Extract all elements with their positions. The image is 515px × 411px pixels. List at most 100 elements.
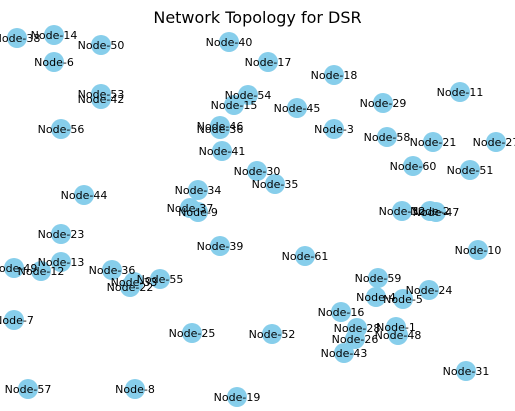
node-marker — [265, 174, 285, 194]
node-marker — [238, 85, 258, 105]
node-marker — [393, 289, 413, 309]
node-marker — [4, 258, 24, 278]
node-marker — [324, 119, 344, 139]
node-marker — [51, 252, 71, 272]
node-marker — [7, 28, 27, 48]
node-label: Node-7 — [0, 314, 34, 327]
node-marker — [219, 32, 239, 52]
node-label: Node-3 — [314, 123, 354, 136]
node-label: Node-30 — [234, 165, 281, 178]
node-label: Node-45 — [274, 102, 321, 115]
node-marker — [366, 287, 386, 307]
node-marker — [460, 160, 480, 180]
node-label: Node-17 — [245, 56, 292, 69]
chart-title: Network Topology for DSR — [153, 8, 362, 27]
node-label: Node-10 — [455, 244, 502, 257]
node-label: Node-46 — [197, 120, 244, 133]
node-marker — [486, 132, 506, 152]
node-label: Node-49 — [0, 262, 37, 275]
node-label: Node-28 — [334, 322, 381, 335]
node-label: Node-40 — [206, 36, 253, 49]
node-marker — [468, 240, 488, 260]
node-marker — [51, 119, 71, 139]
node-marker — [373, 93, 393, 113]
node-marker — [227, 387, 247, 407]
node-marker — [224, 95, 244, 115]
node-label: Node-38 — [0, 32, 40, 45]
node-marker — [345, 329, 365, 349]
node-marker — [258, 52, 278, 72]
node-label: Node-8 — [115, 383, 155, 396]
node-marker — [403, 156, 423, 176]
node-marker — [210, 119, 230, 139]
node-label: Node-26 — [332, 333, 379, 346]
node-marker — [210, 236, 230, 256]
node-label: Node-59 — [355, 272, 402, 285]
node-marker — [125, 379, 145, 399]
node-marker — [51, 224, 71, 244]
node-label: Node-42 — [78, 93, 125, 106]
node-label: Node-16 — [318, 306, 365, 319]
node-marker — [368, 268, 388, 288]
node-marker — [450, 82, 470, 102]
node-label: Node-21 — [410, 136, 457, 149]
node-marker — [324, 65, 344, 85]
node-marker — [182, 323, 202, 343]
node-label: Node-61 — [282, 250, 329, 263]
node-label: Node-47 — [413, 206, 460, 219]
node-label: Node-58 — [364, 131, 411, 144]
node-marker — [150, 269, 170, 289]
node-marker — [74, 185, 94, 205]
node-marker — [31, 261, 51, 281]
node-label: Node-18 — [311, 69, 358, 82]
node-label: Node-31 — [443, 365, 490, 378]
node-marker — [287, 98, 307, 118]
node-label: Node-55 — [137, 273, 184, 286]
node-label: Node-27 — [473, 136, 515, 149]
node-marker — [262, 324, 282, 344]
node-marker — [44, 25, 64, 45]
node-marker — [392, 201, 412, 221]
node-label: Node-11 — [437, 86, 484, 99]
node-marker — [91, 35, 111, 55]
node-label: Node-2 — [410, 205, 450, 218]
node-marker — [212, 141, 232, 161]
node-marker — [188, 202, 208, 222]
node-marker — [334, 343, 354, 363]
node-marker — [188, 180, 208, 200]
node-marker — [419, 280, 439, 300]
node-label: Node-48 — [375, 329, 422, 342]
node-label: Node-37 — [167, 202, 214, 215]
node-label: Node-4 — [356, 291, 396, 304]
node-label: Node-24 — [406, 284, 453, 297]
node-label: Node-14 — [31, 29, 78, 42]
node-label: Node-22 — [107, 281, 154, 294]
node-label: Node-25 — [169, 327, 216, 340]
node-label: Node-12 — [18, 265, 65, 278]
node-label: Node-32 — [379, 205, 426, 218]
node-label: Node-29 — [360, 97, 407, 110]
node-label: Node-57 — [5, 383, 52, 396]
node-marker — [247, 161, 267, 181]
node-marker — [295, 246, 315, 266]
node-marker — [331, 302, 351, 322]
node-label: Node-5 — [383, 293, 423, 306]
node-marker — [423, 132, 443, 152]
node-label: Node-6 — [34, 56, 74, 69]
node-label: Node-39 — [197, 240, 244, 253]
node-label: Node-43 — [321, 347, 368, 360]
node-label: Node-33 — [111, 276, 158, 289]
node-label: Node-1 — [376, 321, 416, 334]
node-label: Node-53 — [78, 88, 125, 101]
node-marker — [388, 325, 408, 345]
node-marker — [120, 277, 140, 297]
node-marker — [377, 127, 397, 147]
node-label: Node-34 — [175, 184, 222, 197]
node-label: Node-54 — [225, 89, 272, 102]
node-marker — [91, 89, 111, 109]
node-label: Node-23 — [38, 228, 85, 241]
node-label: Node-41 — [199, 145, 246, 158]
